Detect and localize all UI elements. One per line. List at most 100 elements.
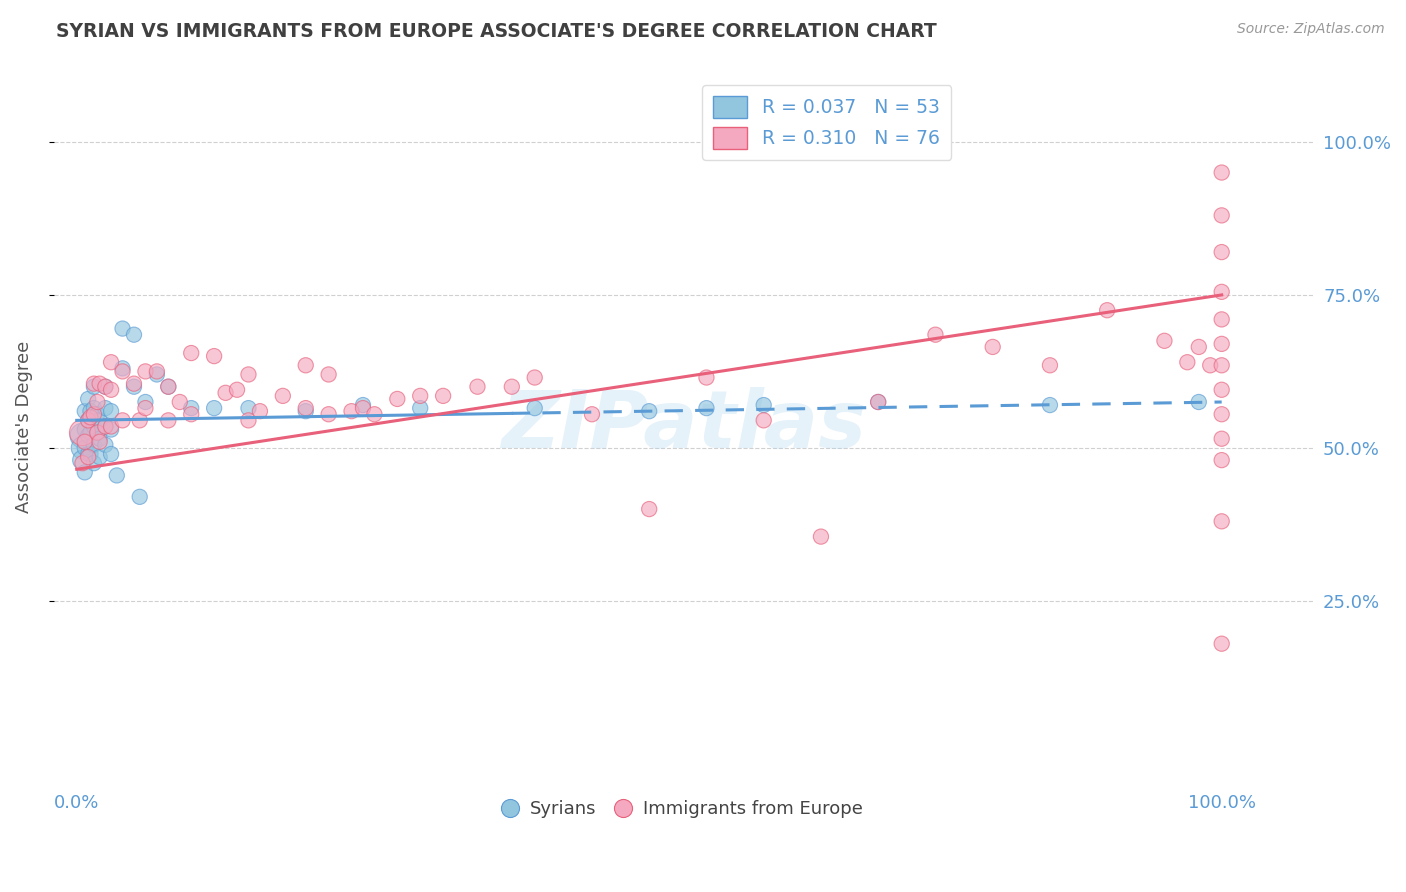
Point <box>294 404 316 418</box>
Point <box>72 453 94 467</box>
Point <box>77 413 100 427</box>
Point <box>83 419 105 434</box>
Point <box>352 398 374 412</box>
Point <box>72 441 94 455</box>
Point <box>77 450 100 464</box>
Point <box>238 413 260 427</box>
Point <box>157 380 180 394</box>
Point <box>94 419 117 434</box>
Point <box>202 401 225 416</box>
Point <box>83 401 105 416</box>
Point <box>73 404 96 418</box>
Point <box>318 407 340 421</box>
Point <box>146 368 169 382</box>
Point <box>387 392 409 406</box>
Point <box>122 376 145 391</box>
Text: Source: ZipAtlas.com: Source: ZipAtlas.com <box>1237 22 1385 37</box>
Point <box>1188 395 1211 409</box>
Point <box>638 404 661 418</box>
Point <box>1153 334 1175 348</box>
Point <box>752 413 775 427</box>
Point <box>432 389 454 403</box>
Point <box>318 368 340 382</box>
Point <box>523 370 546 384</box>
Point <box>868 395 890 409</box>
Point <box>1211 453 1233 467</box>
Point <box>501 380 523 394</box>
Point <box>86 395 108 409</box>
Point <box>238 368 260 382</box>
Text: ZIPatlas: ZIPatlas <box>501 387 866 466</box>
Point <box>1199 359 1222 373</box>
Point <box>981 340 1004 354</box>
Text: SYRIAN VS IMMIGRANTS FROM EUROPE ASSOCIATE'S DEGREE CORRELATION CHART: SYRIAN VS IMMIGRANTS FROM EUROPE ASSOCIA… <box>56 22 936 41</box>
Point <box>169 395 191 409</box>
Point <box>111 361 134 376</box>
Point <box>86 407 108 421</box>
Point <box>363 407 385 421</box>
Point <box>94 380 117 394</box>
Point <box>94 438 117 452</box>
Point <box>100 355 122 369</box>
Point <box>180 407 202 421</box>
Point <box>89 413 111 427</box>
Point <box>79 404 101 418</box>
Point <box>1211 285 1233 299</box>
Point <box>467 380 489 394</box>
Point <box>1211 312 1233 326</box>
Point <box>111 364 134 378</box>
Point <box>1211 208 1233 222</box>
Point <box>1211 245 1233 260</box>
Point <box>202 349 225 363</box>
Point <box>868 395 890 409</box>
Point <box>1175 355 1198 369</box>
Point <box>1211 359 1233 373</box>
Point <box>77 447 100 461</box>
Point <box>122 327 145 342</box>
Point <box>100 404 122 418</box>
Point <box>89 434 111 449</box>
Point <box>134 364 156 378</box>
Point <box>100 423 122 437</box>
Point <box>1039 398 1062 412</box>
Point <box>180 401 202 416</box>
Point <box>1211 637 1233 651</box>
Point <box>79 410 101 425</box>
Point <box>1039 359 1062 373</box>
Point <box>1211 337 1233 351</box>
Point <box>409 401 432 416</box>
Point <box>695 401 717 416</box>
Point <box>83 438 105 452</box>
Point <box>695 370 717 384</box>
Point <box>134 395 156 409</box>
Point <box>111 413 134 427</box>
Point <box>214 385 236 400</box>
Point <box>100 419 122 434</box>
Point <box>146 364 169 378</box>
Point <box>100 447 122 461</box>
Point <box>72 425 94 440</box>
Point <box>79 425 101 440</box>
Point <box>94 419 117 434</box>
Point <box>94 401 117 416</box>
Point <box>157 380 180 394</box>
Point <box>1211 383 1233 397</box>
Point <box>134 401 156 416</box>
Point <box>94 380 117 394</box>
Point <box>352 401 374 416</box>
Legend: Syrians, Immigrants from Europe: Syrians, Immigrants from Europe <box>498 793 870 825</box>
Point <box>157 413 180 427</box>
Point <box>77 428 100 442</box>
Point <box>86 425 108 440</box>
Point <box>89 432 111 446</box>
Point <box>752 398 775 412</box>
Point <box>72 456 94 470</box>
Point <box>105 468 128 483</box>
Point <box>1095 303 1118 318</box>
Point <box>340 404 363 418</box>
Point <box>83 380 105 394</box>
Point <box>523 401 546 416</box>
Point <box>83 456 105 470</box>
Point <box>924 327 946 342</box>
Point <box>73 423 96 437</box>
